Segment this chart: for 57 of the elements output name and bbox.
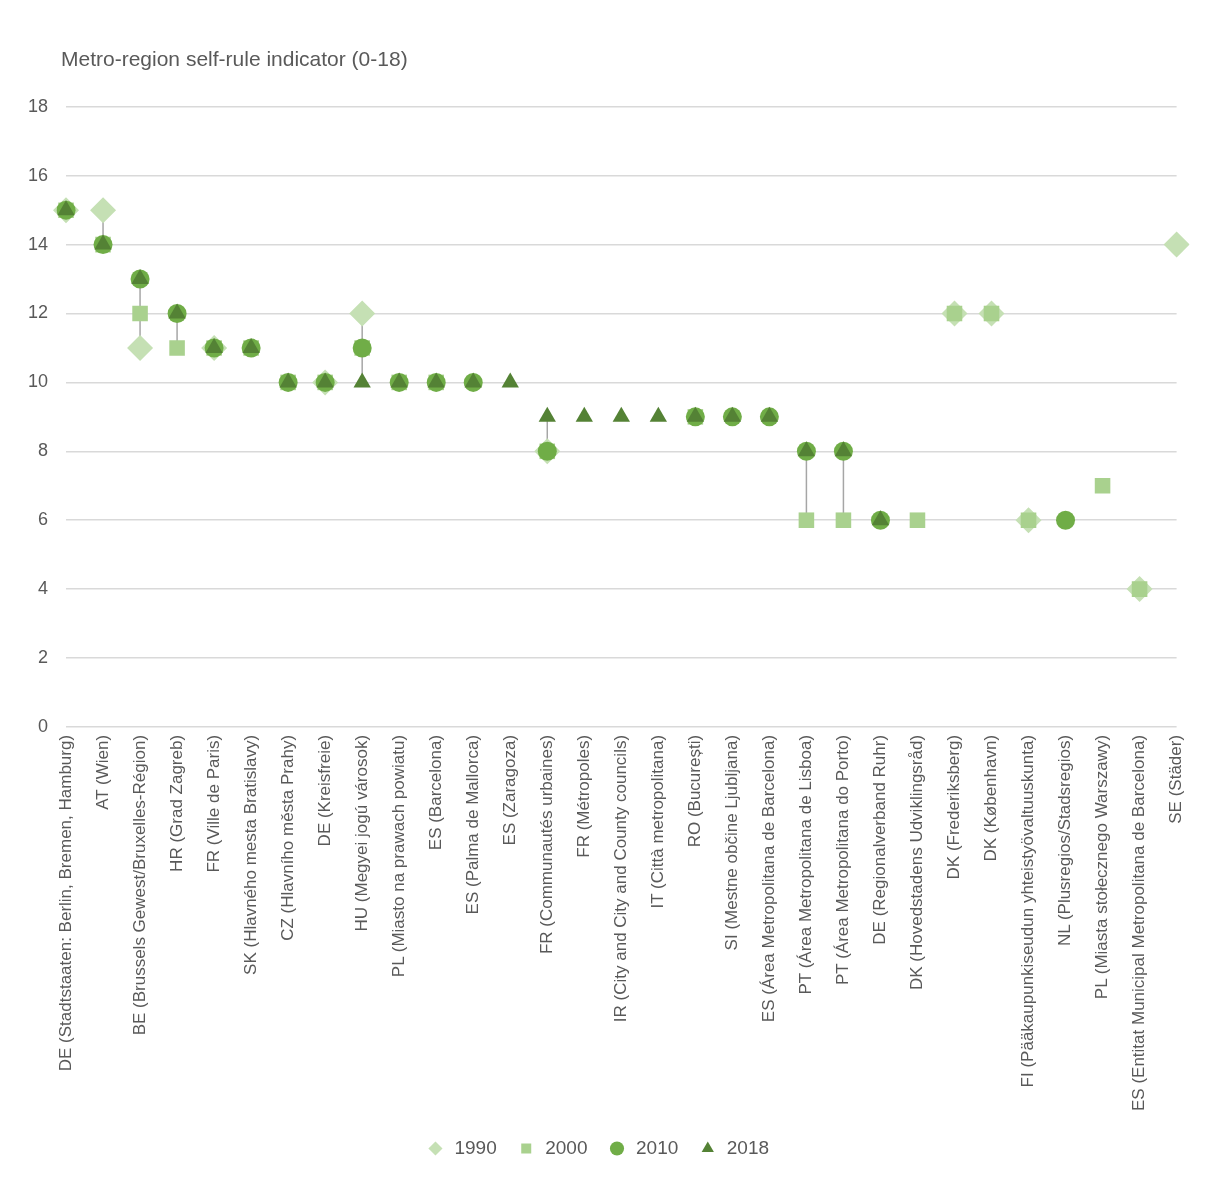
y-tick-label: 14	[27, 233, 49, 254]
x-tick-label: BE (Brussels Gewest/Bruxelles-Région)	[129, 734, 149, 1036]
y-tick-label: 6	[38, 509, 49, 530]
x-tick-label: DE (Stadtstaaten: Berlin, Bremen, Hamburg)	[55, 734, 75, 1072]
point	[1056, 510, 1076, 530]
x-tick-label: RO (București)	[685, 734, 705, 848]
point	[798, 512, 815, 528]
x-tick-label: SE (Städer)	[1166, 734, 1186, 824]
point	[90, 197, 117, 224]
x-tick-label: ES (Barcelona)	[425, 734, 445, 851]
x-tick-label: FI (Pääkaupunkiseudun yhteistyövaltuuskunta)	[1018, 734, 1038, 1088]
x-tick-label: SK (Hlavného mesta Bratislavy)	[240, 734, 260, 975]
point	[349, 300, 376, 327]
x-tick-label: ES (Área Metropolitana de Barcelona)	[759, 734, 779, 1023]
x-tick-label: ES (Zaragoza)	[499, 734, 519, 846]
x-tick-label: FR (Communautés urbaines)	[536, 734, 556, 955]
x-tick-label: SI (Mestne občine Ljubljana)	[722, 734, 742, 951]
x-tick-label: PT (Área Metropolitana do Porto)	[833, 734, 853, 986]
point	[835, 512, 852, 528]
y-axis-title: Metro-region self-rule indicator (0-18)	[61, 47, 408, 71]
x-tick-label: HR (Grad Zagreb)	[166, 734, 186, 872]
x-tick-label: IT (Città metropolitana)	[648, 734, 668, 909]
legend-label: 1990	[454, 1136, 497, 1158]
point	[169, 340, 185, 356]
y-tick-label: 18	[27, 95, 49, 116]
x-tick-label: ES (Palma de Mallorca)	[462, 734, 482, 915]
point	[1163, 231, 1190, 258]
y-tick-label: 2	[38, 646, 49, 667]
x-tick-label: ES (Entitat Municipal Metropolitana de Barcelona)	[1129, 734, 1149, 1112]
x-tick-label: IR (City and City and County councils)	[611, 734, 630, 1023]
x-tick-label: DE (Kreisfreie)	[314, 734, 334, 847]
legend-label: 2000	[545, 1136, 588, 1158]
x-tick-label: NL (Plusregios/Stadsregios)	[1055, 734, 1075, 946]
legend-label: 2018	[726, 1136, 770, 1158]
y-tick-label: 12	[27, 302, 49, 323]
point	[127, 334, 154, 361]
y-tick-label: 10	[27, 371, 49, 392]
x-tick-label: HU (Megyei jogú városok)	[351, 734, 371, 932]
x-tick-label: PT (Área Metropolitana de Lisboa)	[796, 734, 816, 995]
y-tick-label: 4	[38, 578, 49, 599]
x-tick-label: DE (Regionalverband Ruhr)	[870, 734, 890, 945]
x-tick-label: FR (Ville de Paris)	[203, 734, 223, 873]
x-tick-label: FR (Métropoles)	[573, 734, 593, 858]
y-tick-label: 0	[38, 715, 49, 736]
x-tick-label: DK (København)	[981, 734, 1001, 862]
x-tick-label: AT (Wien)	[92, 734, 112, 810]
y-tick-label: 16	[27, 164, 49, 185]
point	[1094, 477, 1111, 494]
y-tick-label: 8	[38, 440, 49, 461]
x-tick-label: DK (Hovedstadens Udviklingsråd)	[907, 734, 927, 991]
legend-label: 2010	[636, 1136, 679, 1158]
point	[132, 305, 148, 322]
x-tick-label: PL (Miasta stołecznego Warszawy)	[1092, 734, 1112, 1000]
x-tick-label: PL (Miasto na prawach powiatu)	[388, 734, 408, 978]
x-tick-label: CZ (Hlavního města Prahy)	[277, 734, 297, 941]
point	[909, 512, 926, 528]
x-tick-label: DK (Frederiksberg)	[944, 734, 964, 880]
